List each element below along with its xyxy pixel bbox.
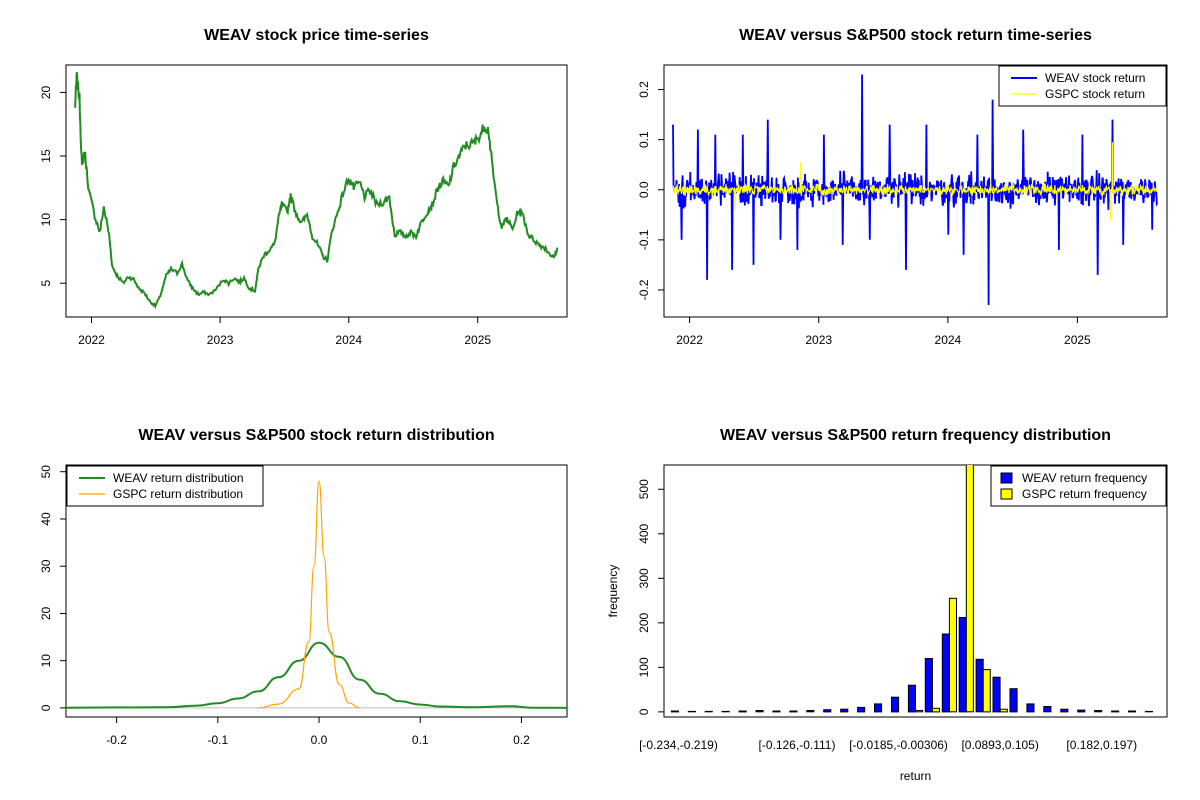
x-tick-label-hist: [-0.0185,-0.00306) [849,738,948,752]
hist-bar-weav [1094,710,1103,713]
hist-bar-gspc [915,710,924,713]
hist-bar-gspc [982,669,991,713]
hist-bar-weav [1043,706,1052,713]
x-tick-label-price: 2024 [335,333,362,347]
legend-swatch-hist [1000,472,1013,484]
legend-label-returns: GSPC stock return [1045,87,1145,101]
y-tick-label-returns: -0.1 [637,229,651,250]
plot-frame-density [65,464,568,718]
legend-box-density [66,465,264,507]
price-series-line [73,72,559,310]
legend-label-density: WEAV return distribution [113,471,244,485]
x-tick-label-density: 0.1 [412,733,429,747]
x-tick-label-returns: 2023 [805,333,832,347]
y-tick-label-price: 5 [39,280,53,287]
hist-bar-weav [772,710,781,713]
hist-bar-weav [670,710,680,713]
y-tick-label-hist: 500 [637,479,651,499]
legend-box-hist [990,465,1167,507]
hist-bar-weav [1009,688,1018,713]
x-tick-label-returns: 2024 [935,333,962,347]
y-tick-label-hist: 100 [637,657,651,677]
hist-bar-weav [806,710,815,713]
hist-bar-gspc [965,465,974,713]
y-tick-label-price: 10 [39,213,53,227]
legend-box-returns [998,65,1167,107]
hist-bar-weav [992,676,1001,713]
x-tick-label-density: 0.0 [311,733,328,747]
y-tick-label-density: 50 [39,465,53,479]
legend-label-density: GSPC return distribution [113,487,243,501]
legend-label-hist: GSPC return frequency [1022,487,1147,501]
y-tick-label-hist: 200 [637,613,651,633]
plot-frame-hist [663,464,1168,718]
y-tick-label-returns: -0.2 [637,279,651,300]
x-tick-label-hist: [-0.234,-0.219) [639,738,718,752]
hist-bar-weav [738,710,747,713]
x-axis-label-hist: return [900,769,931,783]
x-tick-label-density: -0.2 [106,733,127,747]
hist-bar-weav [958,617,967,713]
legend-swatch-hist [1000,488,1013,500]
x-tick-label-hist: [0.182,0.197) [1066,738,1137,752]
y-tick-label-density: 20 [39,606,53,620]
hist-bar-weav [1128,710,1137,713]
x-tick-label-hist: [-0.126,-0.111) [759,738,836,752]
x-tick-label-hist: [0.0893,0.105) [961,738,1038,752]
density-series-weav [65,641,568,709]
x-tick-label-density: -0.1 [207,733,228,747]
y-tick-label-hist: 0 [637,708,651,715]
plot-frame-price [65,64,568,318]
hist-bar-weav [1060,708,1069,713]
chart-title-density: WEAV versus S&P500 stock return distribu… [138,427,494,444]
hist-bar-gspc [999,708,1008,713]
hist-bar-weav [924,658,933,713]
y-tick-label-density: 10 [39,654,53,668]
y-tick-label-price: 15 [39,149,53,163]
hist-bar-weav [907,684,917,713]
y-tick-label-density: 30 [39,559,53,573]
hist-bars [670,465,1154,713]
hist-bar-weav [975,658,984,713]
x-tick-label-returns: 2025 [1064,333,1091,347]
hist-bar-weav [941,633,950,713]
hist-bar-weav [840,708,849,713]
x-tick-label-returns: 2022 [676,333,703,347]
x-tick-label-density: 0.2 [513,733,530,747]
hist-bar-weav [755,710,764,713]
hist-bar-gspc [948,597,958,713]
hist-bar-weav [891,696,900,713]
hist-bar-weav [789,710,798,713]
y-tick-label-density: 0 [39,704,53,711]
y-axis-label-hist: frequency [606,565,620,618]
y-tick-label-density: 40 [39,512,53,526]
x-tick-label-price: 2022 [78,333,105,347]
legend-label-returns: WEAV stock return [1045,71,1145,85]
y-tick-label-returns: 0.0 [637,181,651,198]
hist-bar-weav [874,703,883,713]
return-series-weav [672,74,1159,306]
chart-title-price: WEAV stock price time-series [204,27,429,44]
y-tick-label-hist: 300 [637,568,651,588]
hist-bar-weav [1111,710,1120,713]
return-series-gspc [672,142,1158,220]
hist-bar-weav [1077,709,1086,713]
legend-label-hist: WEAV return frequency [1022,471,1147,485]
x-tick-label-price: 2023 [207,333,234,347]
chart-title-returns: WEAV versus S&P500 stock return time-ser… [739,27,1092,44]
hist-bar-weav [1026,703,1035,713]
chart-title-hist: WEAV versus S&P500 return frequency dist… [720,427,1111,444]
x-tick-label-price: 2025 [464,333,491,347]
plot-frame-returns [663,64,1168,318]
y-tick-label-price: 20 [39,85,53,99]
y-tick-label-returns: 0.2 [637,81,651,98]
density-series-gspc [258,480,360,709]
y-tick-label-hist: 400 [637,523,651,543]
hist-bar-weav [857,706,866,713]
y-tick-label-returns: 0.1 [637,131,651,148]
hist-bar-gspc [931,707,941,713]
hist-bar-weav [823,709,832,713]
